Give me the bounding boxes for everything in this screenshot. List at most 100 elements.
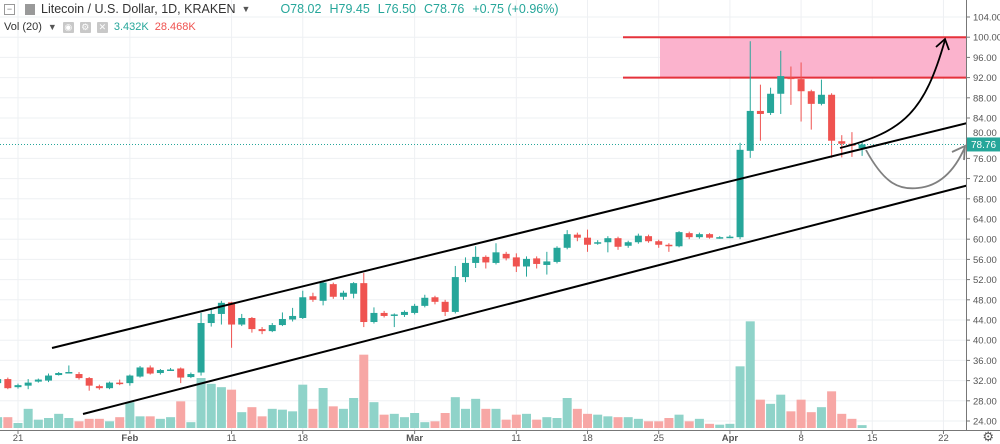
candle-body: [655, 241, 663, 245]
volume-bar: [471, 398, 481, 428]
candle-body: [767, 93, 775, 113]
dip-arrow[interactable]: [865, 144, 967, 190]
volume-label[interactable]: Vol (20): [4, 21, 42, 33]
volume-bar: [318, 388, 328, 428]
candle-body: [675, 232, 683, 247]
candles: [0, 41, 866, 391]
candle-body: [156, 369, 164, 374]
candle-body: [594, 242, 602, 244]
candle-body: [756, 110, 764, 114]
price-axis[interactable]: 104.00 100.00 96.00 92.00 88.00 84.00 80.00 76.…: [966, 13, 1000, 428]
price-tick-label: 48.00: [973, 295, 997, 306]
candle-body: [584, 237, 592, 245]
chart-settings-gear-icon[interactable]: ⚙: [982, 429, 994, 444]
volume-bar: [705, 423, 715, 428]
volume-bar: [23, 408, 33, 428]
volume-bar: [654, 421, 664, 428]
volume-bar: [684, 421, 694, 428]
candle-body: [421, 297, 429, 306]
time-tick-label: Apr: [722, 433, 739, 444]
candle-body: [838, 141, 846, 144]
candle-body: [0, 379, 2, 384]
chevron-down-icon[interactable]: ▼: [241, 4, 251, 14]
candle-body: [370, 312, 378, 323]
volume-bar: [674, 414, 684, 428]
candle-body: [502, 253, 510, 259]
candle-body: [665, 244, 673, 247]
volume-bar: [837, 413, 847, 428]
volume-bar: [277, 409, 287, 428]
candle-body: [238, 317, 246, 325]
volume-ma-value: 28.468K: [154, 21, 196, 33]
time-tick-label: 8: [798, 433, 803, 444]
price-tick-label: 24.00: [973, 417, 997, 428]
price-tick-label: 44.00: [973, 316, 997, 327]
candle-body: [431, 297, 439, 302]
price-tick-label: 96.00: [973, 53, 997, 64]
collapse-icon[interactable]: −: [4, 4, 15, 15]
volume-bar: [379, 414, 389, 428]
chevron-down-icon[interactable]: ▼: [47, 22, 57, 32]
change-value: +0.75 (+0.96%): [472, 2, 559, 16]
volume-bar: [257, 416, 267, 428]
candle-body: [614, 238, 622, 247]
candle-body: [624, 242, 632, 246]
bullish-arrow[interactable]: [839, 37, 950, 149]
price-tick-label: 64.00: [973, 215, 997, 226]
volume-bar: [135, 416, 145, 428]
price-tick-label: 76.00: [973, 154, 997, 165]
time-tick-label: Feb: [121, 433, 138, 444]
gear-icon[interactable]: ⚙: [79, 21, 91, 33]
zone-fill: [660, 37, 966, 78]
volume-bar: [298, 384, 308, 428]
candle-body: [24, 382, 32, 386]
symbol-title[interactable]: Litecoin / U.S. Dollar, 1D, KRAKEN: [41, 2, 236, 16]
candle-body: [85, 378, 93, 386]
volume-bar: [715, 424, 725, 428]
resistance-zone[interactable]: [623, 36, 968, 79]
candle-body: [797, 79, 805, 92]
lower-trendline[interactable]: [82, 176, 1000, 415]
time-tick-label: 11: [227, 433, 237, 444]
candle-body: [461, 262, 469, 278]
volume-bar: [13, 423, 23, 428]
price-tick-label: 92.00: [973, 73, 997, 84]
volume-bar: [583, 413, 593, 428]
candle-body: [106, 382, 114, 389]
volume-bar: [308, 408, 318, 428]
candle-body: [258, 329, 266, 332]
time-tick-label: 18: [297, 433, 308, 444]
candle-body: [45, 375, 53, 381]
time-tick-label: 11: [511, 433, 521, 444]
volume-bar: [796, 399, 806, 428]
candle-body: [512, 257, 520, 267]
volume-bar: [115, 417, 125, 428]
time-tick-label: 21: [13, 433, 24, 444]
candle-body: [492, 252, 500, 263]
upper-trendline[interactable]: [51, 114, 1000, 349]
volume-bar: [806, 412, 816, 428]
eye-icon[interactable]: ◉: [62, 21, 74, 33]
volume-bar: [186, 422, 196, 428]
candle-body: [350, 283, 358, 294]
time-axis[interactable]: 21 Feb 11 18 Mar 11 18 25 Apr 8 15 22: [13, 430, 949, 444]
candle-body: [339, 292, 347, 297]
candle-body: [706, 234, 714, 238]
candle-body: [319, 282, 327, 301]
volume-bar: [725, 423, 735, 428]
candle-body: [309, 296, 317, 300]
volume-bar: [74, 421, 84, 428]
candle-body: [634, 235, 642, 243]
price-tick-label: 40.00: [973, 336, 997, 347]
close-icon[interactable]: ✕: [96, 21, 108, 33]
volume-bar: [227, 389, 237, 428]
candle-body: [472, 256, 480, 263]
candle-body: [726, 236, 734, 239]
candle-body: [828, 94, 836, 141]
candle-body: [807, 91, 815, 104]
volume-bar: [33, 419, 43, 428]
volume-bars: [0, 321, 867, 428]
volume-bar: [511, 414, 521, 428]
price-tick-label: 56.00: [973, 255, 997, 266]
